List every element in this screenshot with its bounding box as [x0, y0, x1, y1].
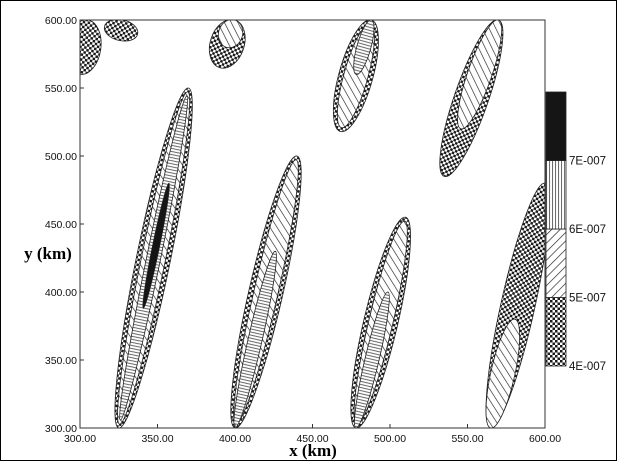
y-tick-label: 350.00 — [45, 355, 77, 367]
colorbar: 4E-007 5E-007 6E-007 7E-007 — [545, 91, 606, 373]
band-b — [230, 155, 302, 428]
band-c — [350, 216, 411, 428]
band-e-level-5E-007 — [217, 20, 244, 49]
y-tick-label: 450.00 — [45, 219, 77, 231]
colorbar-swatch-7E-007 — [545, 91, 567, 161]
colorbar-label-7E-007: 7E-007 — [569, 156, 606, 168]
y-tick-label: 300.00 — [45, 423, 77, 435]
x-tick-label: 450.00 — [296, 433, 328, 445]
band-g-level-5E-007 — [457, 20, 503, 130]
x-tick-label: 400.00 — [219, 433, 251, 445]
x-tick-label: 550.00 — [451, 433, 483, 445]
colorbar-swatch-6E-007 — [545, 160, 567, 230]
x-tick-label: 500.00 — [374, 433, 406, 445]
band-a — [114, 87, 193, 428]
colorbar-label-5E-007: 5E-007 — [569, 293, 606, 305]
band-g — [439, 20, 504, 177]
band-i — [103, 20, 139, 42]
band-d-level-5E-007 — [485, 318, 521, 428]
y-axis-title: y (km) — [24, 244, 72, 263]
colorbar-label-4E-007: 4E-007 — [569, 361, 606, 373]
band-e — [208, 20, 246, 69]
y-tick-label: 400.00 — [45, 287, 77, 299]
band-i-level-4E-007 — [103, 20, 139, 42]
x-axis-title: x (km) — [289, 441, 337, 460]
x-tick-label: 300.00 — [64, 433, 96, 445]
y-tick-label: 600.00 — [45, 15, 77, 27]
y-tick-label: 500.00 — [45, 151, 77, 163]
colorbar-swatch-5E-007 — [545, 228, 567, 298]
colorbar-label-6E-007: 6E-007 — [569, 224, 606, 236]
y-tick-label: 550.00 — [45, 83, 77, 95]
band-a-level-7E-007 — [142, 182, 170, 309]
colorbar-swatch-4E-007 — [545, 297, 567, 367]
band-f-level-6E-007 — [353, 20, 375, 75]
x-tick-label: 600.00 — [529, 433, 561, 445]
x-tick-label: 350.00 — [141, 433, 173, 445]
band-f — [332, 20, 379, 133]
